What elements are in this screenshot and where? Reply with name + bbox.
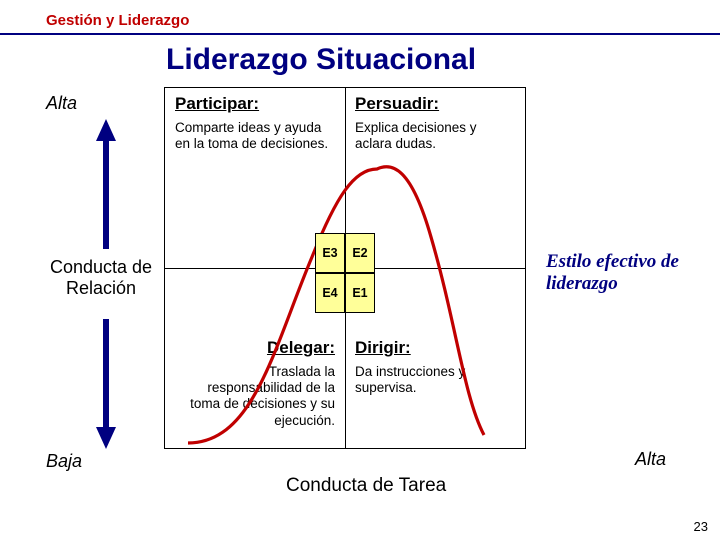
quadrant-desc: Explica decisiones y aclara dudas. [355, 120, 515, 152]
quadrant-title: Persuadir: [355, 94, 515, 114]
style-cells: E3 E2 E4 E1 [315, 233, 375, 313]
breadcrumb-header: Gestión y Liderazgo [46, 12, 686, 29]
page-title: Liderazgo Situacional [166, 43, 686, 77]
cell-e4: E4 [315, 273, 345, 313]
y-axis-arrows [94, 119, 118, 449]
header-underline [0, 33, 720, 35]
x-axis-label: Conducta de Tarea [286, 475, 446, 497]
arrow-up-icon [96, 119, 116, 249]
y-axis-high-label: Alta [46, 93, 77, 114]
quadrant-title: Delegar: [175, 338, 335, 358]
side-caption: Estilo efectivo de liderazgo [546, 251, 686, 295]
cell-e2: E2 [345, 233, 375, 273]
arrow-down-icon [96, 319, 116, 449]
quadrant-desc: Traslada la responsabilidad de la toma d… [175, 364, 335, 429]
cell-e3: E3 [315, 233, 345, 273]
x-axis-high-label: Alta [635, 449, 666, 470]
quadrant-desc: Comparte ideas y ayuda en la toma de dec… [175, 120, 335, 152]
y-axis-low-label: Baja [46, 451, 82, 472]
quadrant-desc: Da instrucciones y supervisa. [355, 364, 515, 396]
page-number: 23 [694, 519, 708, 534]
diagram-stage: Alta Conducta de Relación Baja Alta Cond… [46, 83, 686, 503]
slide: Gestión y Liderazgo Liderazgo Situaciona… [0, 0, 720, 540]
quadrant-title: Participar: [175, 94, 335, 114]
cell-e1: E1 [345, 273, 375, 313]
quadrant-title: Dirigir: [355, 338, 515, 358]
